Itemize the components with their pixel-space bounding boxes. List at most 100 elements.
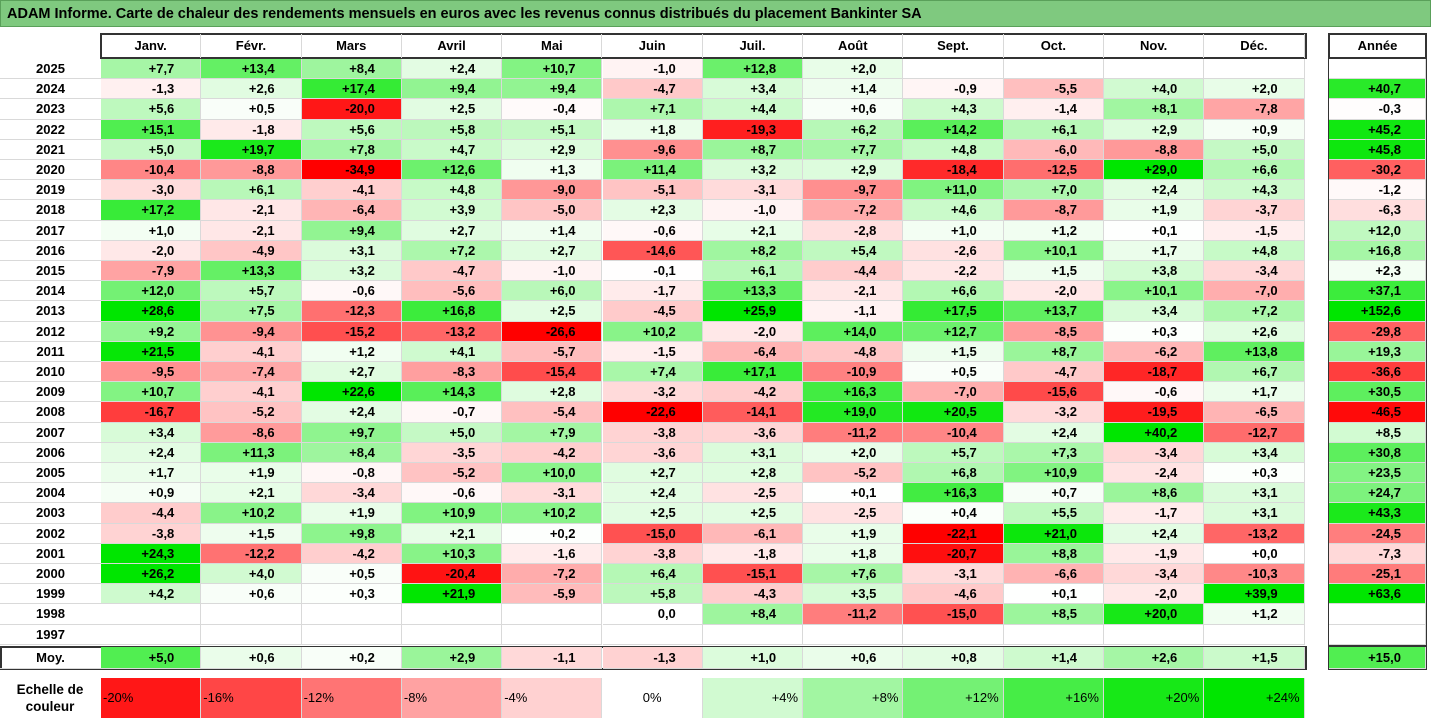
heatmap-cell: +2,6 [201, 79, 302, 100]
heatmap-cell: +17,4 [301, 79, 402, 100]
heatmap-cell: -6,4 [702, 341, 804, 362]
average-cell: +0,6 [201, 647, 302, 669]
heatmap-cell: +0,5 [903, 362, 1004, 383]
heatmap-cell [101, 604, 202, 625]
heatmap-cell: -4,7 [602, 79, 703, 100]
heatmap-cell: +2,0 [1204, 79, 1305, 100]
heatmap-cell: -0,6 [602, 220, 703, 241]
heatmap-cell: -2,4 [1104, 463, 1205, 484]
heatmap-cell: -3,6 [602, 442, 703, 463]
heatmap-cell: +2,4 [602, 483, 703, 504]
heatmap-cell: +2,4 [1104, 523, 1205, 544]
heatmap-cell: -9,7 [803, 180, 904, 201]
heatmap-cell: +11,4 [602, 160, 703, 181]
heatmap-cell: +8,4 [301, 442, 402, 463]
heatmap-cell: +10,7 [502, 59, 603, 80]
heatmap-cell: +8,7 [702, 139, 804, 160]
heatmap-cell: +6,8 [903, 463, 1004, 484]
heatmap-cell: -3,4 [1104, 442, 1205, 463]
heatmap-cell: +5,0 [401, 422, 503, 443]
heatmap-cell: +2,7 [301, 362, 402, 383]
heatmap-cell: -4,7 [401, 261, 503, 282]
heatmap-cell: -12,3 [301, 301, 402, 322]
heatmap-cell: -8,8 [201, 160, 302, 181]
scale-step: +12% [903, 678, 1004, 718]
heatmap-cell: +2,0 [803, 59, 904, 80]
heatmap-cell: -8,6 [201, 422, 302, 443]
year-label: 2010 [0, 362, 101, 383]
heatmap-cell: -5,9 [502, 584, 603, 605]
heatmap-cell [1204, 624, 1305, 645]
scale-step: +8% [803, 678, 904, 718]
heatmap-cell: +10,2 [602, 321, 703, 342]
month-header: Août [803, 34, 904, 58]
heatmap-cell: -3,2 [602, 382, 703, 403]
heatmap-cell: +2,4 [1104, 180, 1205, 201]
annual-cell: -0,3 [1329, 99, 1426, 120]
average-cell: +0,6 [803, 647, 904, 669]
heatmap-cell [401, 624, 503, 645]
heatmap-cell: -3,6 [702, 422, 804, 443]
heatmap-cell: +1,8 [602, 119, 703, 140]
heatmap-cell: +20,5 [903, 402, 1004, 423]
heatmap-cell: +4,0 [1104, 79, 1205, 100]
annual-cell: -24,5 [1329, 523, 1426, 544]
heatmap-cell: +3,1 [1204, 483, 1305, 504]
heatmap-cell: +1,5 [903, 341, 1004, 362]
heatmap-cell: +5,7 [903, 442, 1004, 463]
scale-step: -16% [201, 678, 302, 718]
heatmap-cell: -22,1 [903, 523, 1004, 544]
heatmap-cell: +21,5 [101, 341, 202, 362]
heatmap-cell: +19,7 [201, 139, 302, 160]
annual-cell: -7,3 [1329, 543, 1426, 564]
heatmap-cell: -22,6 [602, 402, 703, 423]
heatmap-cell: +4,7 [401, 139, 503, 160]
heatmap-cell: -34,9 [301, 160, 402, 181]
heatmap-cell: -2,0 [702, 321, 804, 342]
heatmap-cell: +9,8 [301, 523, 402, 544]
heatmap-cell: -4,2 [702, 382, 804, 403]
heatmap-cell: +1,4 [803, 79, 904, 100]
scale-step: -8% [401, 678, 503, 718]
heatmap-cell: +2,5 [502, 301, 603, 322]
heatmap-cell: -5,0 [502, 200, 603, 221]
heatmap-cell [702, 624, 804, 645]
heatmap-cell: -5,7 [502, 341, 603, 362]
heatmap-cell: +28,6 [101, 301, 202, 322]
scale-step: -12% [301, 678, 402, 718]
heatmap-cell: +21,0 [1003, 523, 1104, 544]
heatmap-cell: +9,7 [301, 422, 402, 443]
heatmap-cell: +7,2 [401, 240, 503, 261]
heatmap-cell: -9,0 [502, 180, 603, 201]
heatmap-cell: +4,8 [401, 180, 503, 201]
heatmap-cell: -5,2 [201, 402, 302, 423]
heatmap-cell: +3,1 [1204, 503, 1305, 524]
heatmap-cell: +10,2 [502, 503, 603, 524]
heatmap-cell: +25,9 [702, 301, 804, 322]
average-annual-cell: +15,0 [1329, 647, 1426, 669]
heatmap-cell: +9,2 [101, 321, 202, 342]
heatmap-cell: +1,0 [101, 220, 202, 241]
heatmap-cell: +5,6 [101, 99, 202, 120]
heatmap-cell: +2,9 [1104, 119, 1205, 140]
heatmap-cell: -5,2 [401, 463, 503, 484]
heatmap-cell: +2,0 [803, 442, 904, 463]
heatmap-cell: -6,1 [702, 523, 804, 544]
annual-cell: +12,0 [1329, 220, 1426, 241]
heatmap-cell: +5,1 [502, 119, 603, 140]
heatmap-cell: -3,8 [602, 543, 703, 564]
heatmap-cell: +2,5 [702, 503, 804, 524]
heatmap-cell: +5,0 [101, 139, 202, 160]
heatmap-cell: -15,6 [1003, 382, 1104, 403]
heatmap-cell: -3,4 [1104, 564, 1205, 585]
heatmap-cell: -1,0 [502, 261, 603, 282]
heatmap-cell: +3,9 [401, 200, 503, 221]
year-label: 2004 [0, 483, 101, 504]
year-label: 1998 [0, 604, 101, 625]
heatmap-cell [1003, 59, 1104, 80]
year-label: 2007 [0, 423, 101, 443]
heatmap-cell: +0,2 [502, 523, 603, 544]
heatmap-cell: -2,8 [803, 220, 904, 241]
heatmap-cell: -4,1 [201, 382, 302, 403]
heatmap-cell: +8,7 [1003, 341, 1104, 362]
